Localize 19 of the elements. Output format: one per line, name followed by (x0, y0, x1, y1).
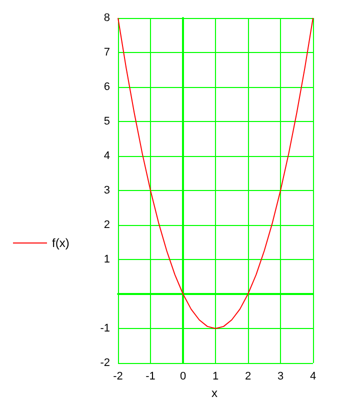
legend-label: f(x) (52, 236, 70, 250)
x-tick-label: 0 (180, 370, 186, 382)
y-tick-label: 8 (104, 12, 110, 24)
y-tick-label: 4 (104, 150, 110, 162)
y-tick-label: 3 (104, 184, 110, 196)
x-tick-label: -2 (113, 370, 123, 382)
x-tick-label: 2 (244, 370, 252, 382)
y-tick-label: 5 (104, 116, 110, 128)
x-tick-label: 4 (310, 370, 316, 382)
y-tick-label: 2 (104, 219, 110, 231)
x-axis-title: x (212, 386, 218, 400)
y-tick-label: -2 (100, 357, 110, 369)
y-tick-label: -1 (100, 322, 110, 334)
x-tick-label: -1 (146, 370, 156, 382)
y-tick-label: 7 (104, 46, 110, 58)
x-tick-label: 1 (212, 370, 219, 382)
x-tick-label: 3 (277, 370, 284, 382)
y-tick-label: 1 (104, 254, 110, 266)
y-tick-label: 6 (104, 81, 110, 93)
